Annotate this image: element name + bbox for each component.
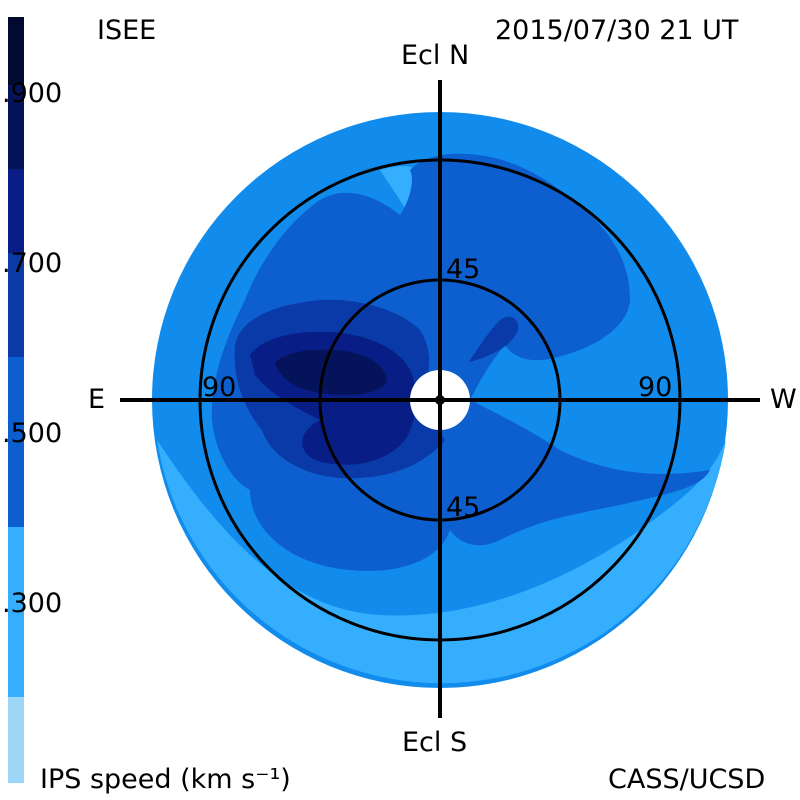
colorbar-tick-700: .700 (2, 248, 63, 279)
source-label: ISEE (97, 15, 157, 46)
sun-center-dot (435, 395, 445, 405)
fastest-wind-core (275, 349, 387, 396)
ring-label-outer-right: 90 (638, 372, 673, 403)
colorbar-level-4 (8, 253, 24, 357)
axis-label-south: Ecl S (402, 727, 468, 758)
credit-label: CASS/UCSD (608, 764, 766, 795)
colorbar-tick-900: .900 (2, 78, 63, 109)
slow-wind-region-lower (157, 440, 726, 684)
ring-label-inner-bottom: 45 (446, 492, 481, 523)
colorbar-level-1 (8, 17, 24, 85)
ring-label-inner-top: 45 (446, 254, 481, 285)
ring-label-outer-left: 90 (202, 372, 237, 403)
fast-wind-patch-right (470, 316, 519, 362)
colorbar-level-3 (8, 169, 24, 253)
colorbar-level-5 (8, 357, 24, 527)
colorbar-level-2 (8, 85, 24, 169)
quantity-label: IPS speed (km s⁻¹) (40, 764, 291, 795)
axis-label-east: E (88, 384, 106, 415)
axis-label-west: W (770, 384, 797, 415)
datetime-label: 2015/07/30 21 UT (495, 15, 739, 46)
colorbar-level-6 (8, 527, 24, 697)
axis-label-north: Ecl N (401, 40, 470, 71)
speed-colorbar (8, 17, 24, 783)
colorbar-tick-300: .300 (2, 588, 63, 619)
colorbar-tick-500: .500 (2, 418, 63, 449)
colorbar-level-7 (8, 697, 24, 783)
